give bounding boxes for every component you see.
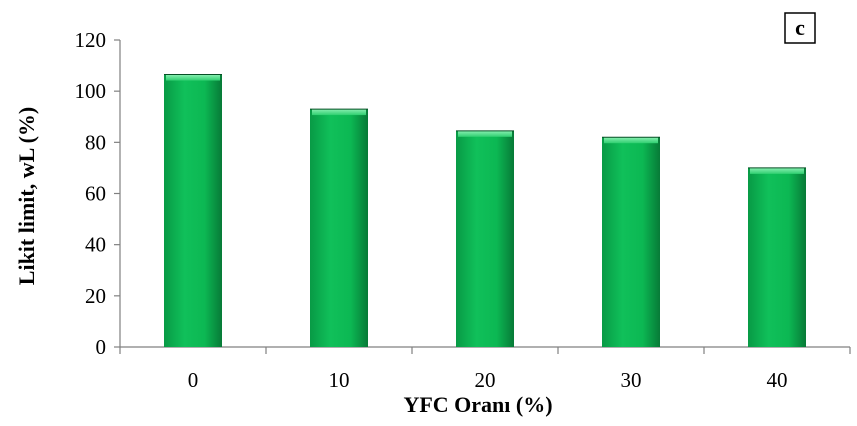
bar-cap [458,130,512,137]
bar [748,167,806,347]
x-tick-label: 30 [621,368,642,392]
axis-labels: 0 20 40 60 80 100 120 0 10 20 30 40 [75,28,788,392]
x-axis-title: YFC Oranı (%) [403,392,552,417]
bar-cap [604,137,658,144]
x-tick-label: 0 [188,368,199,392]
x-tick-label: 10 [329,368,350,392]
y-tick-label: 100 [75,79,107,103]
bar-cap [166,74,220,81]
bar-body [310,109,368,347]
bar-cap [750,167,804,174]
y-axis [114,39,121,348]
x-tick-label: 20 [475,368,496,392]
bar [602,136,660,347]
bar [456,130,514,347]
bar-body [602,137,660,347]
y-axis-title: Likit limit, wL (%) [14,107,39,285]
panel-label: c [795,15,805,40]
bar-body [748,167,806,347]
y-tick-label: 40 [85,233,106,257]
bar [164,74,222,347]
y-tick-label: 0 [96,335,107,359]
bars-group [164,74,806,347]
y-tick-label: 80 [85,130,106,154]
bar-cap [312,109,366,116]
bar-body [456,130,514,347]
x-axis [119,346,851,354]
y-tick-label: 20 [85,284,106,308]
y-tick-label: 120 [75,28,107,52]
panel-label-box: c [784,12,816,44]
bar [310,108,368,347]
x-tick-label: 40 [767,368,788,392]
y-tick-label: 60 [85,182,106,206]
bar-body [164,74,222,347]
